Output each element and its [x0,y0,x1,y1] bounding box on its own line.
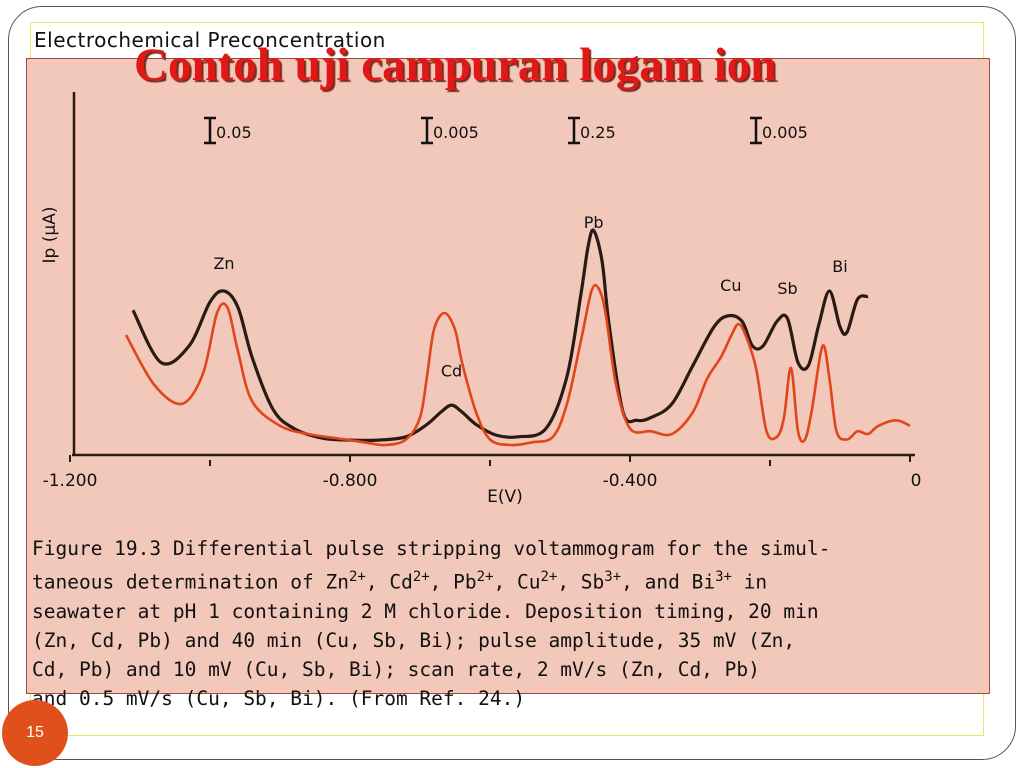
caption-text: , Cd [365,570,413,594]
x-tick-label: -0.400 [603,471,658,491]
x-tick-label: 0 [911,471,922,491]
caption-line-4: (Zn, Cd, Pb) and 40 min (Cu, Sb, Bi); pu… [32,628,796,652]
x-tick-label: -0.800 [323,471,378,491]
scale-bar-label: 0.25 [580,123,616,142]
caption-text: in [731,570,768,594]
scale-bar: 0.005 [750,116,808,145]
caption-sup: 2+ [540,569,558,585]
caption-text: , Cu [493,570,541,594]
scale-bar-label: 0.05 [216,123,252,142]
peak-label: Cd [441,361,462,380]
caption-sup: 2+ [476,569,494,585]
caption-sup: 3+ [715,569,732,585]
peak-label: Bi [832,257,847,276]
series-group [124,228,911,447]
peak-label: Zn [213,254,234,273]
peak-label: Sb [777,279,797,298]
page-number-badge: 15 [2,700,68,766]
caption-sup: 3+ [604,569,622,585]
slide-title: Contoh uji campuran logam ion [134,39,777,91]
scale-bar-label: 0.005 [762,123,808,142]
scale-bar-group: 0.05 0.005 0.25 0.005 [204,116,808,145]
caption-line-6: and 0.5 mV/s (Cu, Sb, Bi). (From Ref. 24… [32,686,526,710]
scale-bar: 0.25 [568,116,616,145]
caption-text: , and Bi [621,570,716,594]
chart-axes [72,92,915,457]
figure-caption: Figure 19.3 Differential pulse stripping… [32,534,982,713]
peak-label-group: Zn Cd Pb Cu Sb Bi [213,213,847,381]
caption-line-3: seawater at pH 1 containing 2 M chloride… [32,599,819,623]
series-line-black [131,228,869,442]
caption-line-1: Figure 19.3 Differential pulse stripping… [32,537,831,560]
caption-text: , Sb [557,570,605,594]
caption-line-5: Cd, Pb) and 10 mV (Cu, Sb, Bi); scan rat… [32,657,760,681]
scale-bar-label: 0.005 [433,123,479,142]
scale-bar: 0.05 [204,116,252,145]
caption-sup: 2+ [348,569,366,585]
peak-label: Cu [720,276,741,295]
peak-label: Pb [584,213,604,232]
caption-line-2: taneous determination of Zn2+, Cd2+, Pb2… [32,563,982,597]
x-tick-group: -1.200 -0.800 -0.400 0 [43,455,922,491]
y-axis-label: Ip (μA) [40,207,60,264]
x-axis-label: E(V) [487,487,523,507]
series-line-orange [124,283,911,447]
caption-text: , Pb [429,570,477,594]
caption-text: taneous determination of Zn [32,570,349,594]
x-tick-label: -1.200 [43,471,98,491]
book-header: Electrochemical Preconcentration [34,28,386,52]
scale-bar: 0.005 [421,116,479,145]
caption-sup: 2+ [412,569,430,585]
